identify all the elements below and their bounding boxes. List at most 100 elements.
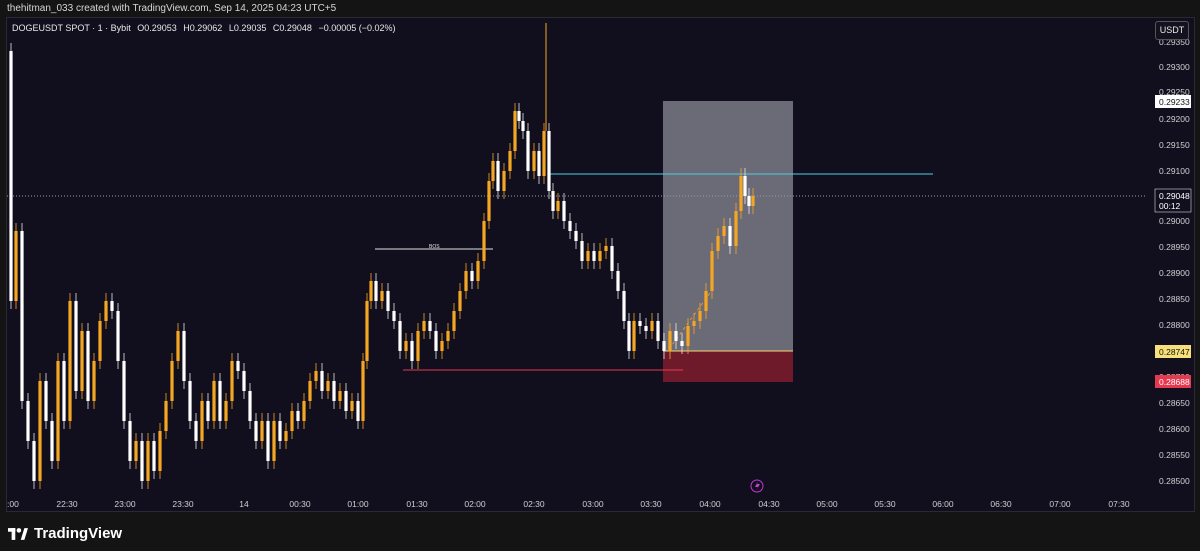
candle-body	[224, 401, 228, 421]
candle-body	[104, 301, 108, 321]
currency-button[interactable]: USDT	[1155, 21, 1189, 40]
candle-body	[92, 361, 96, 401]
candle-body	[284, 431, 288, 441]
target-zone[interactable]	[663, 101, 793, 351]
candle-body	[140, 441, 144, 481]
candle-body	[556, 201, 560, 211]
candle-body	[632, 321, 636, 351]
candle-body	[236, 361, 240, 371]
tradingview-logo-icon	[8, 527, 28, 540]
candle-body	[464, 271, 468, 291]
candle-body	[728, 226, 732, 246]
candle-body	[164, 401, 168, 431]
svg-text:00:12: 00:12	[1159, 201, 1181, 211]
price-tick-label: 0.29250	[1159, 87, 1190, 97]
time-tick-label: 01:00	[347, 499, 369, 509]
candle-body	[218, 381, 222, 421]
price-tick-label: 0.28550	[1159, 450, 1190, 460]
candle-body	[434, 331, 438, 351]
candle-body	[542, 131, 546, 176]
candle-body	[278, 421, 282, 441]
price-tick-label: 0.28900	[1159, 268, 1190, 278]
candle-body	[638, 321, 642, 326]
symbol-name[interactable]: DOGEUSDT SPOT · 1 · Bybit	[12, 23, 131, 33]
lightning-icon[interactable]	[750, 479, 764, 493]
candle-body	[374, 281, 378, 301]
candle-body	[422, 321, 426, 331]
candle-body	[698, 311, 702, 321]
candle-body	[716, 236, 720, 251]
candle-body	[686, 326, 690, 346]
candle-body	[152, 441, 156, 471]
price-tick-label: 0.29300	[1159, 62, 1190, 72]
time-tick-label: 04:30	[758, 499, 780, 509]
candle-body	[392, 311, 396, 321]
candle-body	[200, 401, 204, 441]
candle-body	[517, 111, 521, 121]
candle-body	[416, 331, 420, 361]
stop-zone[interactable]	[663, 351, 793, 382]
low-value: L0.29035	[228, 23, 267, 33]
candle-body	[80, 331, 84, 391]
svg-text:0.29048: 0.29048	[1159, 191, 1190, 201]
price-chart[interactable]: BOS 0.29350 0.29300 0.29250 0.29200 0.29150 0…	[7, 18, 1194, 511]
candle-body	[526, 131, 530, 171]
target-price-label: 0.29233	[1155, 95, 1191, 108]
candle-body	[743, 176, 747, 196]
candle-body	[365, 301, 369, 361]
time-tick-label: 14	[239, 499, 249, 509]
candle-body	[170, 361, 174, 401]
candle-body	[38, 381, 42, 481]
candle-body	[296, 411, 300, 421]
tradingview-logo[interactable]: TradingView	[8, 525, 122, 542]
candle-body	[662, 341, 666, 351]
candle-body	[537, 151, 541, 176]
candle-body	[644, 326, 648, 331]
candle-body	[182, 331, 186, 381]
time-tick-label: 05:30	[874, 499, 896, 509]
candle-body	[747, 196, 751, 206]
candle-body	[302, 401, 306, 421]
time-tick-label: 02:00	[464, 499, 486, 509]
candle-body	[74, 301, 78, 391]
change-value: −0.00005 (−0.02%)	[318, 23, 396, 33]
time-tick-label: :00	[7, 499, 19, 509]
price-tick-label: 0.28800	[1159, 320, 1190, 330]
candle-body	[134, 441, 138, 461]
candle-body	[206, 401, 210, 421]
candle-body	[710, 251, 714, 291]
candle-body	[508, 151, 512, 171]
candle-body	[110, 301, 114, 311]
time-tick-label: 04:00	[699, 499, 721, 509]
candle-body	[452, 311, 456, 331]
candle-body	[86, 331, 90, 401]
candle-body	[146, 441, 150, 481]
candle-body	[254, 421, 258, 441]
candle-body	[734, 211, 738, 246]
bos-label: BOS	[429, 244, 440, 250]
candle-body	[521, 121, 525, 131]
candle-body	[404, 341, 408, 351]
candle-body	[332, 381, 336, 401]
time-axis[interactable]: :00 22:30 23:00 23:30 14 00:30 01:00 01:30 02:00…	[7, 499, 1130, 509]
price-tick-label: 0.29350	[1159, 37, 1190, 47]
candle-body	[176, 331, 180, 361]
chart-area[interactable]: BOS 0.29350 0.29300 0.29250 0.29200 0.29150 0…	[6, 17, 1195, 512]
candle-body	[580, 241, 584, 261]
svg-text:0.29233: 0.29233	[1159, 97, 1190, 107]
candle-body	[568, 221, 572, 231]
candle-body	[68, 301, 72, 421]
candle-body	[122, 361, 126, 421]
open-value: O0.29053	[137, 23, 177, 33]
candle-body	[562, 201, 566, 221]
top-bar: thehitman_033 created with TradingView.c…	[0, 0, 1200, 18]
candle-body	[398, 321, 402, 351]
bottom-bar	[0, 512, 1200, 551]
candle-body	[369, 281, 373, 301]
candle-body	[476, 261, 480, 281]
candle-body	[487, 181, 491, 221]
candle-body	[739, 176, 743, 211]
candle-body	[272, 421, 276, 461]
candle-body	[361, 361, 365, 421]
price-tick-label: 0.28850	[1159, 294, 1190, 304]
